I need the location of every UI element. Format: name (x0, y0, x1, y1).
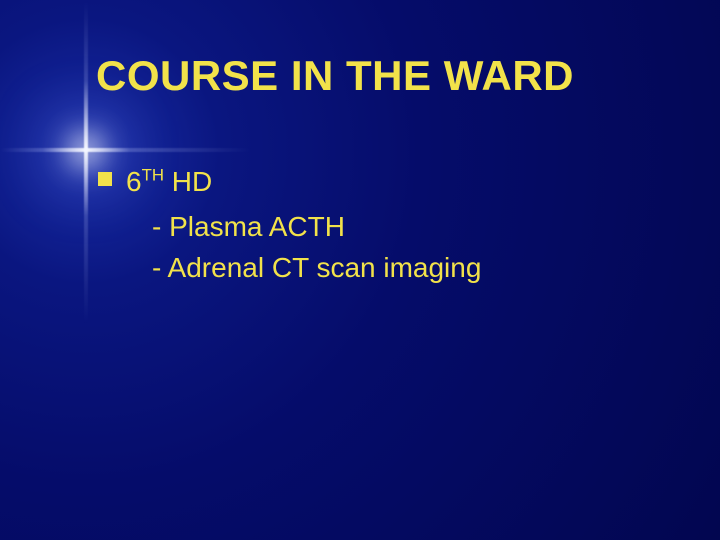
flare-vertical (84, 0, 88, 540)
bullet-text-block: 6TH HD - Plasma ACTH - Adrenal CT scan i… (126, 162, 481, 288)
sub-item-list: - Plasma ACTH - Adrenal CT scan imaging (126, 207, 481, 288)
square-bullet-icon (98, 172, 112, 186)
sub-item: - Adrenal CT scan imaging (152, 248, 481, 289)
bullet-item: 6TH HD - Plasma ACTH - Adrenal CT scan i… (98, 162, 660, 288)
slide-title: COURSE IN THE WARD (96, 52, 574, 100)
bullet-heading: 6TH HD (126, 162, 481, 201)
slide: COURSE IN THE WARD 6TH HD - Plasma ACTH … (0, 0, 720, 540)
sub-item: - Plasma ACTH (152, 207, 481, 248)
heading-superscript: TH (142, 166, 164, 185)
flare-horizontal (0, 148, 720, 152)
heading-prefix: 6 (126, 166, 142, 197)
heading-suffix: HD (164, 166, 212, 197)
slide-content: 6TH HD - Plasma ACTH - Adrenal CT scan i… (98, 162, 660, 288)
